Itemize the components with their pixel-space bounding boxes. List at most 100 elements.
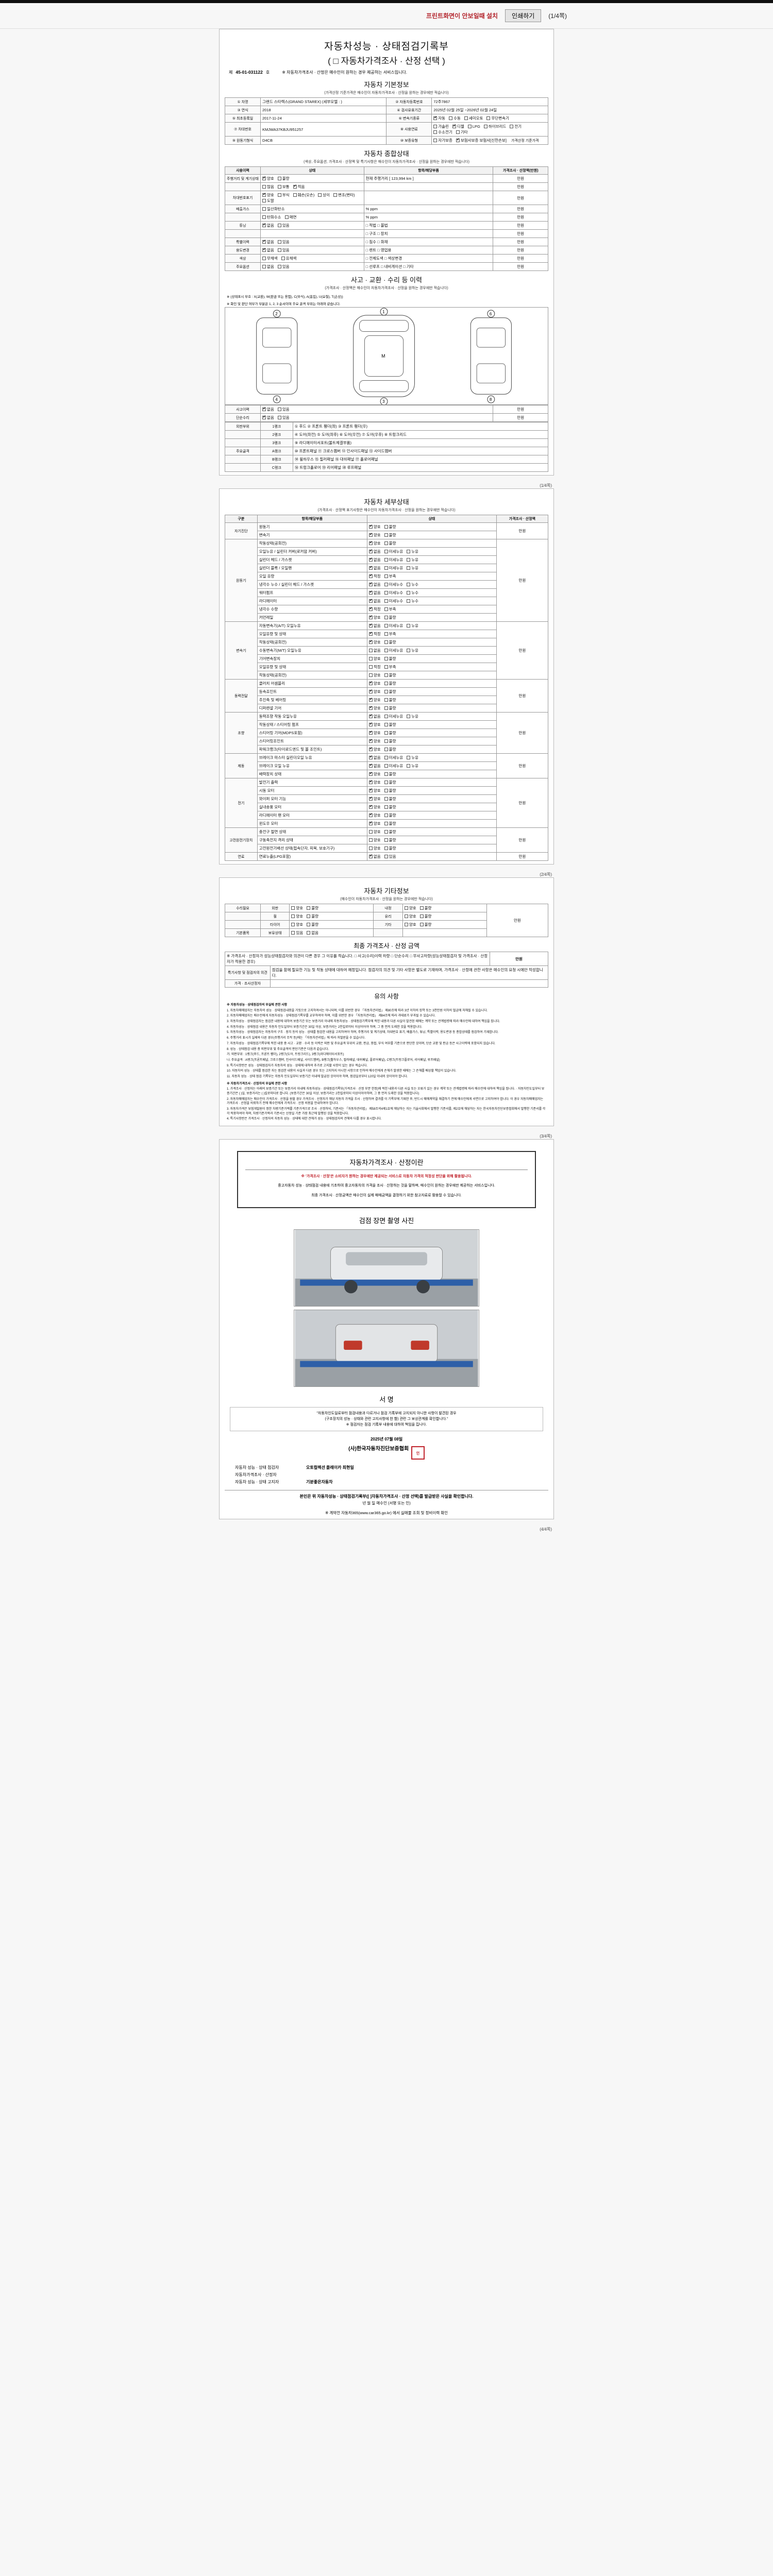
checkbox-icon[interactable] xyxy=(384,723,388,726)
checkbox-icon[interactable] xyxy=(407,550,411,553)
checkbox-icon[interactable] xyxy=(384,706,388,710)
etc-state-option[interactable]: 불량 xyxy=(419,913,431,919)
checkbox-icon[interactable] xyxy=(277,248,281,252)
detail-state-option[interactable]: 불량 xyxy=(384,788,396,793)
etc-state-option[interactable]: 불량 xyxy=(419,922,431,927)
checkbox-icon[interactable] xyxy=(384,574,388,578)
checkbox-icon[interactable] xyxy=(404,914,408,918)
detail-state-option[interactable]: 불량 xyxy=(384,796,396,802)
etc-state-option[interactable]: 불량 xyxy=(307,905,318,911)
overall-state-option[interactable]: 없음 xyxy=(262,239,274,245)
checkbox-icon[interactable] xyxy=(277,185,281,189)
checkbox-icon[interactable] xyxy=(368,812,373,817)
checkbox-icon[interactable] xyxy=(368,532,373,537)
detail-state-option[interactable]: 미세누유 xyxy=(384,623,403,629)
checkbox-icon[interactable] xyxy=(368,606,373,611)
overall-state-option[interactable]: 없음 xyxy=(262,247,274,253)
detail-state-option[interactable]: 불량 xyxy=(384,524,396,530)
detail-state-option[interactable]: 불량 xyxy=(384,821,396,826)
detail-state-option[interactable]: 미세누유 xyxy=(384,565,403,571)
checkbox-icon[interactable] xyxy=(368,623,373,628)
checkbox-icon[interactable] xyxy=(407,558,411,562)
checkbox-icon[interactable] xyxy=(467,125,472,128)
checkbox-icon[interactable] xyxy=(368,549,373,553)
overall-state-option[interactable]: 없음 xyxy=(262,223,274,228)
checkbox-icon[interactable] xyxy=(384,748,388,751)
detail-state-option[interactable]: 없음 xyxy=(368,763,381,769)
checkbox-icon[interactable] xyxy=(384,525,388,529)
detail-state-option[interactable]: 미세누유 xyxy=(384,755,403,760)
fuel-option[interactable]: 수소전기 xyxy=(433,129,452,135)
checkbox-icon[interactable] xyxy=(333,193,338,197)
accident-state-option[interactable]: 있음 xyxy=(277,406,290,412)
checkbox-icon[interactable] xyxy=(407,583,411,586)
checkbox-icon[interactable] xyxy=(368,697,373,702)
checkbox-icon[interactable] xyxy=(368,689,373,693)
checkbox-icon[interactable] xyxy=(368,730,373,735)
detail-state-option[interactable]: 있음 xyxy=(384,854,396,859)
checkbox-icon[interactable] xyxy=(281,257,285,260)
checkbox-icon[interactable] xyxy=(384,566,388,570)
detail-state-option[interactable]: 양호 xyxy=(368,672,381,678)
detail-state-option[interactable]: 불량 xyxy=(384,837,396,843)
checkbox-icon[interactable] xyxy=(384,781,388,784)
checkbox-icon[interactable] xyxy=(262,185,266,189)
checkbox-icon[interactable] xyxy=(384,533,388,537)
checkbox-icon[interactable] xyxy=(384,789,388,792)
checkbox-icon[interactable] xyxy=(262,199,266,202)
checkbox-icon[interactable] xyxy=(384,855,388,858)
checkbox-icon[interactable] xyxy=(277,240,281,244)
transmission-option[interactable]: 수동 xyxy=(449,115,461,121)
etc-state-option[interactable]: 있음 xyxy=(291,930,303,936)
detail-state-option[interactable]: 불량 xyxy=(384,730,396,736)
checkbox-icon[interactable] xyxy=(262,207,266,211)
checkbox-icon[interactable] xyxy=(384,690,388,693)
checkbox-icon[interactable] xyxy=(291,923,295,926)
etc-state-option[interactable]: 양호 xyxy=(404,905,416,911)
detail-state-option[interactable]: 불량 xyxy=(384,705,396,711)
checkbox-icon[interactable] xyxy=(262,415,266,419)
checkbox-icon[interactable] xyxy=(307,931,311,935)
detail-state-option[interactable]: 불량 xyxy=(384,656,396,662)
checkbox-icon[interactable] xyxy=(384,838,388,842)
detail-state-option[interactable]: 미세누유 xyxy=(384,549,403,554)
checkbox-icon[interactable] xyxy=(433,115,438,120)
checkbox-icon[interactable] xyxy=(384,805,388,809)
checkbox-icon[interactable] xyxy=(384,558,388,562)
detail-state-option[interactable]: 불량 xyxy=(384,812,396,818)
checkbox-icon[interactable] xyxy=(384,814,388,817)
checkbox-icon[interactable] xyxy=(291,906,295,910)
checkbox-icon[interactable] xyxy=(407,649,411,652)
detail-state-option[interactable]: 없음 xyxy=(368,598,381,604)
checkbox-icon[interactable] xyxy=(384,673,388,677)
detail-state-option[interactable]: 양호 xyxy=(368,804,381,810)
detail-state-option[interactable]: 불량 xyxy=(384,804,396,810)
checkbox-icon[interactable] xyxy=(318,193,322,197)
detail-state-option[interactable]: 없음 xyxy=(368,648,381,653)
detail-state-option[interactable]: 적정 xyxy=(368,631,381,637)
checkbox-icon[interactable] xyxy=(262,176,266,180)
checkbox-icon[interactable] xyxy=(384,797,388,801)
overall-state-option[interactable]: 없음 xyxy=(262,264,274,269)
checkbox-icon[interactable] xyxy=(262,192,266,197)
detail-state-option[interactable]: 불량 xyxy=(384,615,396,620)
detail-state-option[interactable]: 양호 xyxy=(368,705,381,711)
checkbox-icon[interactable] xyxy=(384,649,388,652)
fuel-option[interactable]: LPG xyxy=(467,124,480,129)
etc-state-option[interactable]: 양호 xyxy=(291,905,303,911)
detail-state-option[interactable]: 없음 xyxy=(368,755,381,760)
overall-state-option[interactable]: 훼손(오손) xyxy=(293,192,314,198)
checkbox-icon[interactable] xyxy=(368,821,373,825)
checkbox-icon[interactable] xyxy=(384,632,388,636)
transmission-option[interactable]: 자동 xyxy=(433,115,445,121)
detail-state-option[interactable]: 양호 xyxy=(368,722,381,727)
detail-state-option[interactable]: 불량 xyxy=(384,771,396,777)
overall-state-option[interactable]: 변조(변타) xyxy=(333,192,355,198)
detail-state-option[interactable]: 불량 xyxy=(384,681,396,686)
checkbox-icon[interactable] xyxy=(368,771,373,776)
detail-state-option[interactable]: 양호 xyxy=(368,837,381,843)
checkbox-icon[interactable] xyxy=(384,846,388,850)
detail-state-option[interactable]: 양호 xyxy=(368,697,381,703)
checkbox-icon[interactable] xyxy=(419,906,424,910)
detail-state-option[interactable]: 누유 xyxy=(407,755,418,760)
